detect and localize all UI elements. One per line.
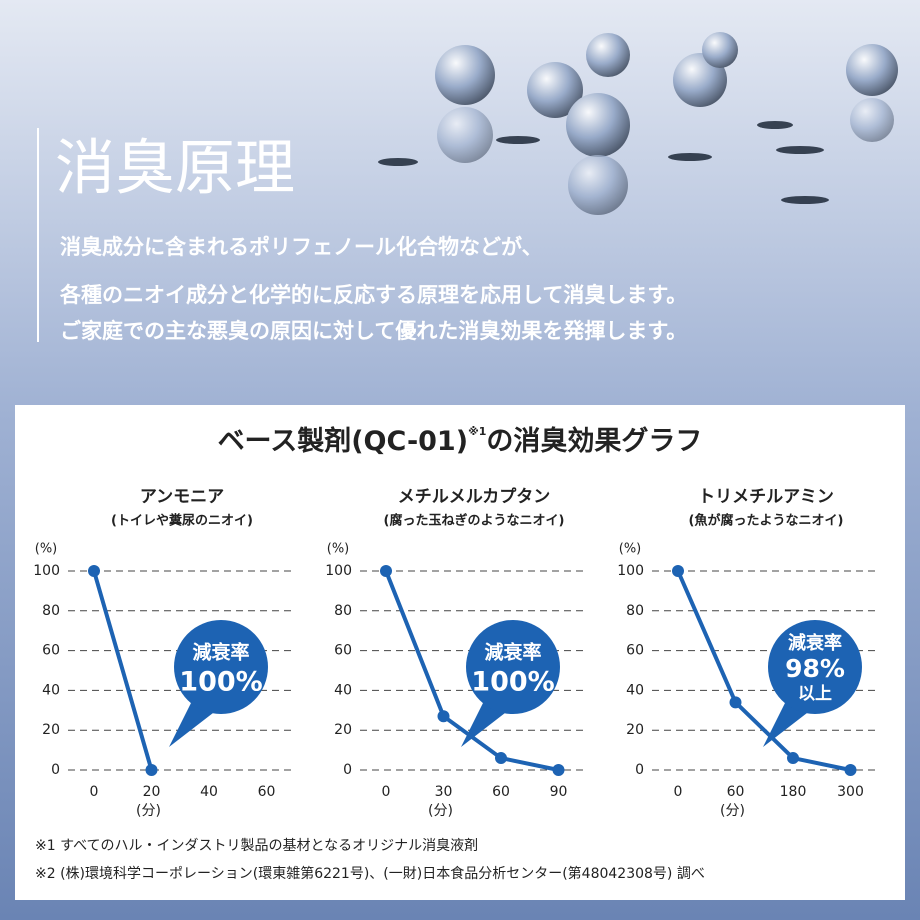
data-point [552, 764, 565, 776]
description-line: 各種のニオイ成分と化学的に反応する原理を応用して消臭します。 [59, 283, 687, 307]
y-tick-label: 80 [334, 603, 352, 619]
badge-text: 98% [785, 654, 845, 683]
y-tick-label: 100 [617, 563, 644, 579]
badge-text: 減衰率 [192, 641, 249, 664]
panel-title-end: の消臭効果グラフ [486, 425, 702, 457]
x-label: (分) [428, 803, 453, 819]
panel-title: ベース製剤(QC-01)※1の消臭効果グラフ [218, 425, 703, 457]
data-point [672, 565, 684, 577]
badge-text: 100% [471, 667, 554, 698]
data-point [88, 565, 100, 577]
x-tick-label: 60 [258, 784, 276, 800]
badge-text: 以上 [798, 684, 832, 704]
y-tick-label: 40 [626, 682, 644, 698]
x-tick-label: 60 [727, 784, 745, 800]
y-tick-label: 100 [325, 563, 352, 579]
panel-title-main: ベース製剤(QC-01) [218, 425, 469, 457]
x-label: (分) [720, 803, 745, 819]
x-tick-label: 0 [674, 784, 683, 800]
panel [15, 405, 905, 900]
chart-title: アンモニア [140, 487, 224, 507]
x-tick-label: 300 [837, 784, 864, 800]
data-line [676, 570, 851, 772]
x-tick-label: 180 [780, 784, 807, 800]
footnote: ※1 すべてのハル・インダストリ製品の基材となるオリジナル消臭液剤 [35, 837, 478, 854]
x-tick-label: 60 [492, 784, 510, 800]
badge [768, 620, 862, 714]
data-line [384, 570, 559, 772]
hero-title: 消臭原理 [55, 134, 295, 204]
footnote: ※2 (株)環境科学コーポレーション(環東雑第6221号)、(一財)日本食品分析… [35, 865, 705, 882]
chart-subtitle: (トイレや糞尿のニオイ) [111, 513, 253, 529]
data-line [92, 570, 154, 771]
y-tick-label: 80 [42, 603, 60, 619]
badge [466, 620, 560, 714]
x-tick-label: 40 [200, 784, 218, 800]
badge [169, 703, 213, 747]
y-tick-label: 60 [334, 643, 352, 659]
x-tick-label: 0 [382, 784, 391, 800]
chart-title: トリメチルアミン [698, 487, 834, 507]
x-tick-label: 30 [435, 784, 453, 800]
droplets [378, 32, 898, 215]
data-point [729, 696, 742, 709]
y-tick-label: 20 [42, 722, 60, 738]
y-tick-label: 40 [334, 682, 352, 698]
data-point [380, 565, 392, 577]
y-tick-label: 20 [334, 722, 352, 738]
y-unit: (%) [35, 542, 58, 557]
badge-text: 減衰率 [788, 632, 842, 654]
x-label: (分) [136, 803, 161, 819]
chart: アンモニア (トイレや糞尿のニオイ) (%) 0 20 40 60 80 100 0 20 40 60 (… [33, 487, 295, 819]
chart: メチルメルカプタン (腐った玉ねぎのようなニオイ) (%) 0 20 40 60 80 100 0… [325, 486, 587, 819]
data-point [844, 764, 857, 776]
x-tick-label: 90 [550, 784, 568, 800]
badge [763, 703, 807, 747]
y-unit: (%) [327, 542, 350, 557]
y-tick-label: 40 [42, 682, 60, 698]
badge [174, 620, 268, 714]
x-tick-label: 0 [90, 784, 99, 800]
data-point [145, 764, 158, 776]
y-tick-label: 0 [51, 762, 60, 778]
data-point [495, 752, 507, 765]
chart-subtitle: (魚が腐ったようなニオイ) [689, 513, 844, 529]
chart-title: メチルメルカプタン [398, 486, 551, 507]
y-tick-label: 20 [626, 722, 644, 738]
y-tick-label: 100 [33, 563, 60, 579]
badge-text: 100% [179, 667, 262, 698]
y-tick-label: 60 [626, 643, 644, 659]
x-tick-label: 20 [143, 784, 161, 800]
y-tick-label: 80 [626, 603, 644, 619]
description-line: ご家庭での主な悪臭の原因に対して優れた消臭効果を発揮します。 [60, 319, 687, 343]
y-unit: (%) [619, 542, 642, 557]
data-point [437, 710, 450, 723]
chart-subtitle: (腐った玉ねぎのようなニオイ) [384, 513, 565, 529]
y-tick-label: 60 [42, 643, 60, 659]
panel-title-note: ※1 [468, 425, 486, 438]
data-point [787, 752, 799, 765]
chart: トリメチルアミン (魚が腐ったようなニオイ) (%) 0 20 40 60 80 100 0 60 1… [617, 487, 879, 819]
badge-text: 減衰率 [484, 641, 541, 664]
y-tick-label: 0 [343, 762, 352, 778]
description-line: 消臭成分に含まれるポリフェノール化合物などが、 [60, 235, 543, 259]
y-tick-label: 0 [635, 762, 644, 778]
